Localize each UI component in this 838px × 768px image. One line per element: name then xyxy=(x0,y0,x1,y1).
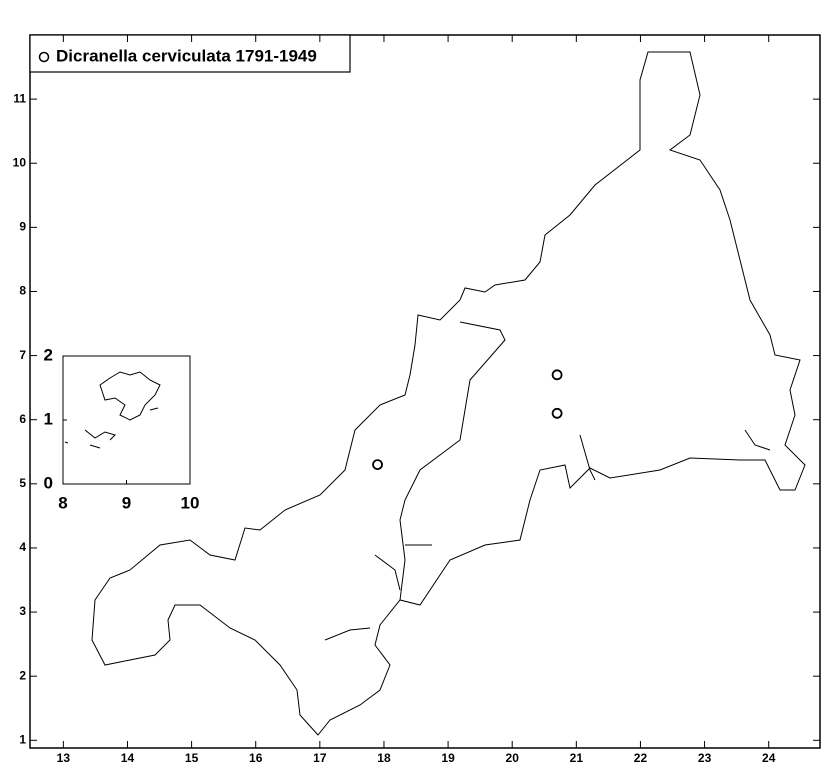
y-tick-label: 8 xyxy=(19,284,26,298)
legend-marker xyxy=(38,51,50,63)
y-tick-label: 10 xyxy=(13,155,27,169)
y-tick-label: 1 xyxy=(19,732,26,746)
inset-y-tick-label: 0 xyxy=(44,473,53,492)
x-tick-label: 20 xyxy=(506,751,520,765)
x-tick-label: 21 xyxy=(570,751,584,765)
x-tick-label: 18 xyxy=(377,751,391,765)
x-tick-label: 24 xyxy=(762,751,776,765)
x-tick-label: 13 xyxy=(57,751,71,765)
x-tick-label: 15 xyxy=(185,751,199,765)
inset-x-tick-label: 10 xyxy=(181,493,200,512)
y-tick-label: 7 xyxy=(19,348,26,362)
x-tick-label: 16 xyxy=(249,751,263,765)
inset-y-tick-label: 1 xyxy=(44,409,53,428)
y-tick-label: 2 xyxy=(19,668,26,682)
x-tick-label: 19 xyxy=(441,751,455,765)
record-point xyxy=(372,459,383,470)
y-tick-label: 6 xyxy=(19,412,26,426)
inset-x-tick-label: 9 xyxy=(122,493,131,512)
legend-box xyxy=(29,34,351,73)
legend-label: Dicranella cerviculata 1791-1949 xyxy=(56,46,317,65)
y-tick-label: 11 xyxy=(13,91,26,105)
county-outline xyxy=(91,51,806,736)
y-tick-label: 9 xyxy=(19,220,26,234)
x-tick-label: 22 xyxy=(634,751,648,765)
record-point xyxy=(551,369,563,381)
x-tick-label: 14 xyxy=(121,751,135,765)
y-tick-label: 4 xyxy=(19,540,26,554)
x-tick-label: 17 xyxy=(313,751,327,765)
y-tick-label: 3 xyxy=(19,604,26,618)
inset-y-tick-label: 2 xyxy=(44,345,53,364)
x-tick-label: 23 xyxy=(698,751,712,765)
inset-islands xyxy=(64,371,161,449)
inset-x-tick-label: 8 xyxy=(58,493,67,512)
inset-frame xyxy=(62,355,191,485)
record-point xyxy=(551,407,563,419)
plot-frame xyxy=(29,34,821,749)
y-tick-label: 5 xyxy=(19,476,26,490)
